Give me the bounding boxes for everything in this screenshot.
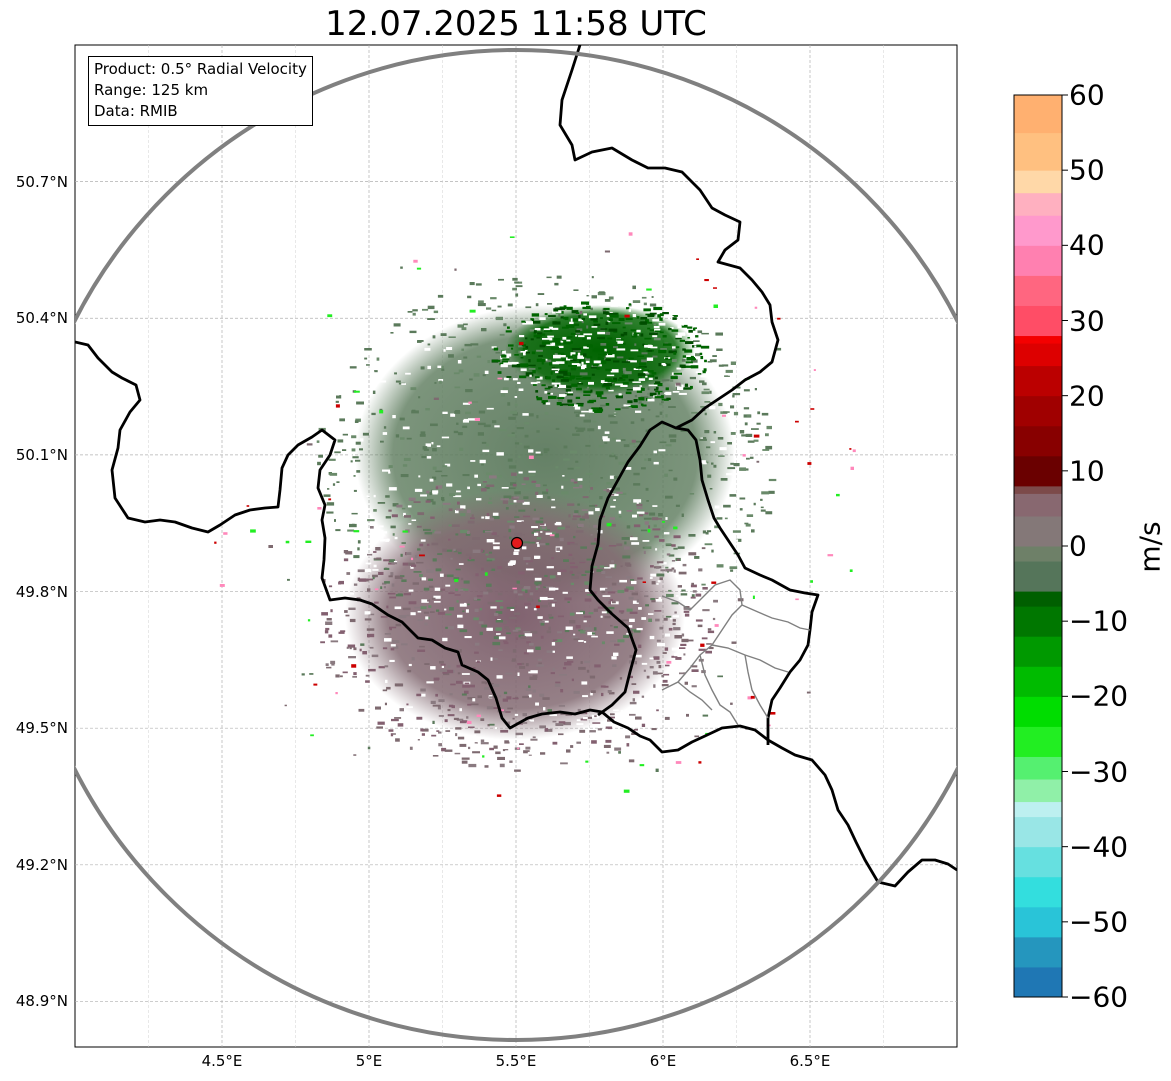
colorbar-tick-label: 50: [1069, 153, 1105, 187]
chart-title: 12.07.2025 11:58 UTC: [325, 4, 707, 44]
lon-tick-label: 5°E: [355, 1052, 383, 1070]
colorbar-band: [1014, 343, 1062, 367]
colorbar-band: [1014, 801, 1062, 818]
colorbar-band: [1014, 305, 1062, 337]
colorbar-tick-label: −30: [1069, 755, 1129, 788]
colorbar-band: [1014, 846, 1062, 878]
colorbar-band: [1014, 966, 1062, 998]
colorbar-band: [1014, 365, 1062, 397]
region-boundaries: [661, 579, 811, 726]
boundary-f: [677, 681, 713, 711]
colorbar-band: [1014, 425, 1062, 457]
colorbar-band: [1014, 132, 1062, 171]
boundary-b: [741, 604, 811, 631]
colorbar-tick-label: −20: [1069, 679, 1129, 713]
radar-site-marker: [510, 536, 524, 550]
border-be-fr-west: [75, 340, 957, 888]
colorbar-band: [1014, 95, 1062, 134]
colorbar-band: [1014, 515, 1062, 547]
colorbar-band: [1014, 936, 1062, 968]
colorbar-tick-label: 40: [1069, 228, 1105, 262]
colorbar-band: [1014, 455, 1062, 487]
info-data: Data: RMIB: [94, 102, 178, 120]
lon-tick-label: 6.5°E: [789, 1052, 831, 1070]
colorbar-tick-label: 30: [1069, 304, 1105, 337]
boundary-e: [744, 654, 769, 719]
colorbar-band: [1014, 906, 1062, 938]
colorbar-tick-label: 0: [1069, 529, 1087, 563]
colorbar-band: [1014, 215, 1062, 246]
colorbar-tick-label: −10: [1069, 604, 1129, 638]
border-be-de-north: [558, 45, 780, 430]
colorbar-tick-label: −40: [1069, 830, 1129, 864]
lat-tick-label: 49.8°N: [15, 582, 68, 601]
colorbar-band: [1014, 245, 1062, 276]
info-product: Product: 0.5° Radial Velocity: [94, 60, 307, 78]
colorbar-band: [1014, 591, 1062, 607]
colorbar-band: [1014, 395, 1062, 427]
colorbar-band: [1014, 606, 1062, 637]
colorbar-tick-label: −50: [1069, 905, 1129, 939]
colorbar-band: [1014, 561, 1062, 592]
lat-tick-label: 50.1°N: [15, 445, 68, 464]
colorbar-band: [1014, 170, 1062, 194]
lat-tick-label: 50.4°N: [15, 309, 68, 328]
colorbar-band: [1014, 876, 1062, 908]
colorbar-band: [1014, 192, 1062, 216]
colorbar-band: [1014, 696, 1062, 727]
colorbar-band: [1014, 636, 1062, 667]
product-info-box: Product: 0.5° Radial Velocity Range: 125…: [88, 56, 313, 126]
lat-tick-label: 48.9°N: [15, 992, 68, 1011]
colorbar-tick-label: 10: [1069, 454, 1105, 488]
colorbar-band: [1014, 485, 1062, 494]
colorbar-band: [1014, 335, 1062, 344]
range-ring: [75, 48, 957, 1042]
colorbar-band: [1014, 546, 1062, 562]
info-range: Range: 125 km: [94, 81, 209, 99]
colorbar-band: [1014, 756, 1062, 780]
lat-tick-label: 50.7°N: [15, 172, 68, 191]
boundary-d: [699, 654, 739, 726]
colorbar-band: [1014, 726, 1062, 757]
colorbar-tick-label: −60: [1069, 980, 1129, 1014]
lon-tick-label: 5.5°E: [495, 1052, 537, 1070]
colorbar-band: [1014, 666, 1062, 697]
colorbar-tick-label: 60: [1069, 78, 1105, 112]
colorbar-band: [1014, 816, 1062, 848]
colorbar-band: [1014, 275, 1062, 306]
radar-echoes: [214, 232, 856, 797]
colorbar-band: [1014, 779, 1062, 803]
boundary-c: [711, 644, 789, 673]
colorbar-band: [1014, 493, 1062, 517]
echo-speckles: [214, 232, 856, 797]
lon-tick-label: 4.5°E: [201, 1052, 243, 1070]
lat-tick-label: 49.2°N: [15, 855, 68, 874]
colorbar-tick-label: 20: [1069, 379, 1105, 413]
lon-tick-label: 6°E: [649, 1052, 677, 1070]
echo-mauve-region: [345, 490, 685, 740]
lat-tick-label: 49.5°N: [15, 719, 68, 738]
colorbar-label: m/s: [1133, 521, 1167, 573]
